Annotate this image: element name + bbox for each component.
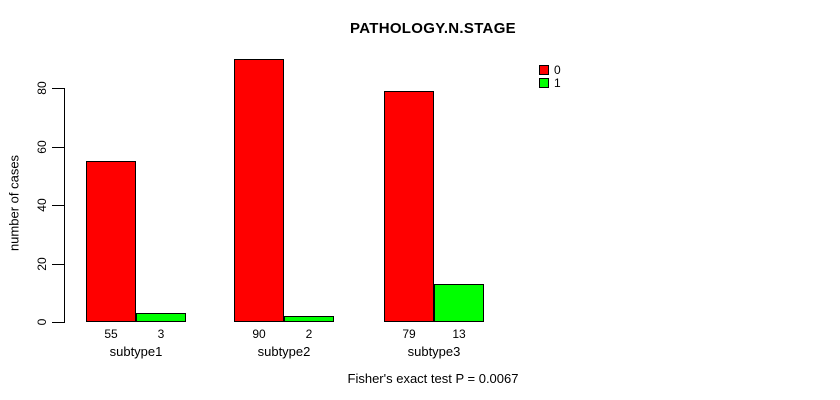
chart-title: PATHOLOGY.N.STAGE bbox=[350, 20, 516, 37]
legend-label: 1 bbox=[554, 76, 561, 90]
legend-item: 0 bbox=[539, 64, 561, 76]
bar-value-label: 13 bbox=[452, 327, 466, 341]
category-label-subtype2: subtype2 bbox=[257, 344, 311, 359]
y-tick-mark bbox=[52, 205, 64, 206]
legend-swatch bbox=[539, 65, 549, 75]
bar-0-subtype2 bbox=[234, 59, 284, 322]
bar-0-subtype1 bbox=[86, 161, 136, 322]
y-tick-mark bbox=[52, 147, 64, 148]
y-tick-mark bbox=[52, 88, 64, 89]
y-tick-label: 40 bbox=[35, 198, 49, 212]
y-tick-label: 80 bbox=[35, 81, 49, 95]
legend-item: 1 bbox=[539, 77, 561, 89]
category-label-subtype1: subtype1 bbox=[109, 344, 163, 359]
category-label-subtype3: subtype3 bbox=[407, 344, 461, 359]
legend-swatch bbox=[539, 78, 549, 88]
bar-value-label: 90 bbox=[252, 327, 266, 341]
bar-value-label: 2 bbox=[305, 327, 313, 341]
bar-value-label: 79 bbox=[402, 327, 416, 341]
y-axis-label: number of cases bbox=[6, 154, 22, 252]
bar-1-subtype3 bbox=[434, 284, 484, 322]
y-tick-mark bbox=[52, 264, 64, 265]
y-axis-line bbox=[64, 88, 65, 323]
bar-1-subtype2 bbox=[284, 316, 334, 322]
legend-label: 0 bbox=[554, 63, 561, 77]
y-tick-label: 60 bbox=[35, 140, 49, 154]
bar-0-subtype3 bbox=[384, 91, 434, 322]
bar-1-subtype1 bbox=[136, 313, 186, 322]
y-tick-label: 0 bbox=[35, 318, 49, 326]
bar-value-label: 3 bbox=[157, 327, 165, 341]
bar-value-label: 55 bbox=[104, 327, 118, 341]
y-tick-mark bbox=[52, 322, 64, 323]
y-tick-label: 20 bbox=[35, 257, 49, 271]
statistical-test-annotation: Fisher's exact test P = 0.0067 bbox=[347, 371, 519, 386]
